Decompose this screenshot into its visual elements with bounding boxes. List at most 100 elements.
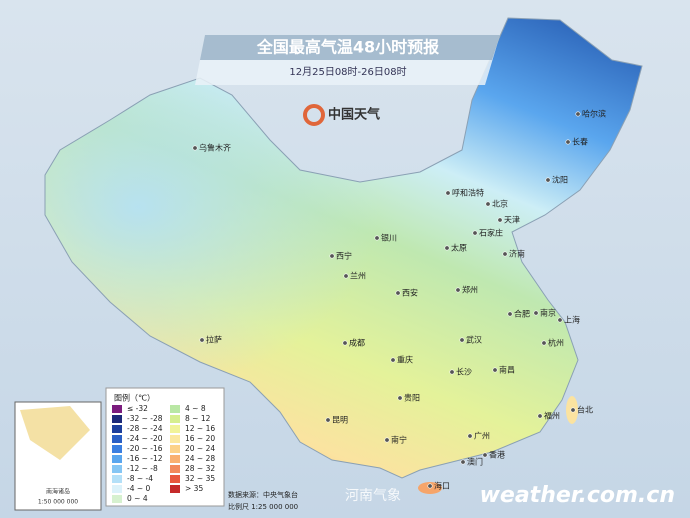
city-dot — [445, 190, 451, 196]
legend-swatch — [112, 455, 122, 463]
legend-label: 16 ~ 20 — [185, 434, 215, 443]
city-dot — [472, 230, 478, 236]
legend-swatch — [170, 435, 180, 443]
city-dot — [384, 437, 390, 443]
city-dot — [444, 245, 450, 251]
city-label: 西宁 — [336, 251, 352, 261]
legend-swatch — [170, 475, 180, 483]
city-label: 北京 — [492, 199, 508, 209]
legend-label: 0 ~ 4 — [127, 494, 148, 503]
legend-label: 28 ~ 32 — [185, 464, 215, 473]
legend-swatch — [170, 485, 180, 493]
legend-swatch — [170, 455, 180, 463]
subtitle: 12月25日08时-26日08时 — [289, 66, 406, 78]
city-dot — [374, 235, 380, 241]
city-dot — [397, 395, 403, 401]
city-label: 哈尔滨 — [582, 109, 606, 119]
city-dot — [467, 433, 473, 439]
city-label: 乌鲁木齐 — [199, 143, 231, 153]
city-label: 长春 — [572, 137, 588, 147]
city-dot — [342, 340, 348, 346]
source: 数据来源：中央气象台 — [228, 490, 298, 499]
city-label: 福州 — [544, 412, 560, 421]
legend-label: -4 ~ 0 — [127, 484, 151, 493]
city-dot — [343, 273, 349, 279]
legend-swatch — [112, 475, 122, 483]
city-label: 兰州 — [350, 271, 366, 281]
city-label: 重庆 — [397, 355, 413, 365]
city-label: 香港 — [489, 450, 505, 460]
city-label: 广州 — [474, 431, 490, 441]
legend-swatch — [112, 415, 122, 423]
city-label: 西安 — [402, 288, 418, 298]
city-label: 沈阳 — [552, 175, 568, 185]
title: 全国最高气温48小时预报 — [256, 38, 439, 57]
legend-label: -28 ~ -24 — [127, 424, 163, 433]
legend-label: 20 ~ 24 — [185, 444, 215, 453]
legend-box — [105, 387, 225, 507]
legend-swatch — [170, 425, 180, 433]
legend-label: -24 ~ -20 — [127, 434, 163, 443]
logo-icon — [303, 104, 325, 126]
scale: 比例尺 1:25 000 000 — [228, 502, 298, 511]
legend-swatch — [112, 405, 122, 413]
city-label: 武汉 — [466, 335, 482, 345]
site: weather.com.cn — [480, 483, 675, 508]
title-bar — [200, 35, 500, 60]
legend-label: -32 ~ -28 — [127, 414, 163, 423]
city-dot — [192, 145, 198, 151]
city-dot — [449, 369, 455, 375]
legend-swatch — [112, 445, 122, 453]
city-dot — [541, 340, 547, 346]
legend-swatch — [112, 425, 122, 433]
city-dot — [485, 201, 491, 207]
legend-label: -16 ~ -12 — [127, 454, 163, 463]
city-dot — [492, 367, 498, 373]
logo-text: 中国天气 — [328, 107, 380, 123]
city-label: 石家庄 — [479, 228, 503, 238]
legend-swatch — [112, 435, 122, 443]
city-label: 杭州 — [548, 338, 564, 348]
city-label: 合肥 — [514, 309, 530, 319]
city-label: 南宁 — [391, 435, 407, 445]
legend-swatch — [170, 405, 180, 413]
legend-label: 12 ~ 16 — [185, 424, 215, 433]
city-dot — [390, 357, 396, 363]
inset-scale: 1:50 000 000 — [38, 499, 78, 506]
city-label: 呼和浩特 — [452, 188, 484, 198]
legend-label: -8 ~ -4 — [127, 474, 153, 483]
city-dot — [459, 337, 465, 343]
legend-label: ≤ -32 — [127, 404, 148, 413]
city-label: 成都 — [349, 338, 365, 348]
legend-title: 图例（℃） — [114, 393, 155, 403]
legend: ≤ -32-32 ~ -28-28 ~ -24-24 ~ -20-20 ~ -1… — [112, 404, 215, 503]
city-dot — [427, 483, 433, 489]
city-dot — [460, 459, 466, 465]
city-label: 太原 — [451, 243, 467, 253]
legend-label: -12 ~ -8 — [127, 464, 158, 473]
city-dot — [497, 217, 503, 223]
city-label: 拉萨 — [206, 335, 222, 345]
city-dot — [395, 290, 401, 296]
city-dot — [329, 253, 335, 259]
legend-swatch — [112, 495, 122, 503]
legend-swatch — [170, 415, 180, 423]
city-label: 澳门 — [467, 457, 483, 467]
city-dot — [533, 310, 539, 316]
city-dot — [507, 311, 513, 317]
city-label: 银川 — [381, 233, 397, 243]
legend-swatch — [170, 465, 180, 473]
city-dot — [565, 139, 571, 145]
legend-label: 32 ~ 35 — [185, 474, 215, 483]
city-label: 海口 — [434, 481, 450, 491]
city-label: 济南 — [509, 249, 525, 259]
legend-label: 4 ~ 8 — [185, 404, 206, 413]
city-label: 昆明 — [332, 416, 348, 425]
city-label: 南京 — [540, 308, 556, 318]
legend-swatch — [170, 445, 180, 453]
city-dot — [502, 251, 508, 257]
watermark: 河南气象 — [345, 488, 401, 504]
legend-swatch — [112, 485, 122, 493]
